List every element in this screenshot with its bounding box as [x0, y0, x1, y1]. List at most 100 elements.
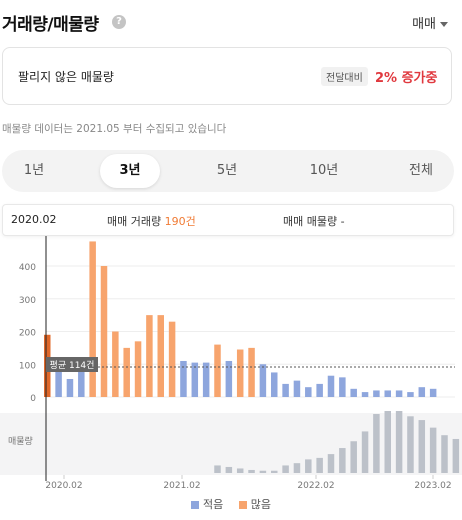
volume-bar[interactable] — [100, 266, 108, 397]
section-title: 거래량/매물량 — [2, 15, 99, 35]
listing-bar[interactable] — [452, 438, 460, 473]
volume-bar[interactable] — [395, 390, 403, 397]
tab-5y[interactable]: 5년 — [216, 163, 238, 178]
volume-bar[interactable] — [259, 364, 267, 397]
volume-label: 매매 거래량 — [107, 215, 162, 228]
listing-bar[interactable] — [248, 469, 255, 473]
chart-legend: 적음 많음 — [0, 496, 462, 512]
x-tick-label: 2022.02 — [297, 481, 334, 491]
volume-bar[interactable] — [316, 383, 323, 397]
selected-date: 2020.02 — [11, 213, 57, 226]
volume-bar[interactable] — [123, 347, 130, 397]
caret-down-icon — [440, 22, 448, 27]
listing-bar[interactable] — [327, 454, 335, 473]
listing-bar[interactable] — [395, 411, 403, 473]
tab-10y[interactable]: 10년 — [309, 163, 339, 178]
listing-bar[interactable] — [225, 466, 233, 473]
volume-bar[interactable] — [202, 362, 210, 397]
listing-value: - — [340, 215, 345, 228]
unsold-listings-card: 팔리지 않은 매물량 전달대비 2% 증가중 — [2, 47, 452, 105]
volume-bar[interactable] — [191, 362, 199, 397]
listing-bar[interactable] — [214, 465, 221, 473]
y-tick-label: 400 — [19, 263, 36, 273]
volume-bar[interactable] — [112, 331, 119, 398]
volume-bar[interactable] — [146, 315, 153, 397]
deal-type-value: 매매 — [412, 17, 436, 32]
average-badge — [46, 357, 98, 372]
volume-bar[interactable] — [339, 377, 346, 397]
volume-info: 매매 거래량 190건 — [107, 213, 196, 229]
listing-bar[interactable] — [259, 470, 267, 473]
volume-bar[interactable] — [157, 315, 165, 397]
selected-month-info: 2020.02 매매 거래량 190건 매매 매물량 - — [2, 204, 454, 236]
period-tabs: 1년 3년 5년 10년 전체 — [2, 150, 454, 192]
legend-low: 적음 — [191, 496, 223, 512]
legend-high: 많음 — [238, 496, 271, 512]
volume-listing-chart[interactable]: 매물량 0 100 200 300 400 2020.02 2021.02 2022.02 2… — [0, 236, 462, 494]
volume-bar[interactable] — [134, 341, 142, 397]
volume-bar[interactable] — [271, 372, 278, 397]
question-circle-icon[interactable]: ? — [112, 15, 126, 29]
listing-bar[interactable] — [418, 420, 426, 473]
volume-bar[interactable] — [361, 392, 369, 397]
volume-bar[interactable] — [418, 387, 426, 397]
legend-high-swatch — [238, 501, 247, 509]
volume-bar[interactable] — [55, 362, 62, 397]
volume-bar[interactable] — [293, 380, 301, 397]
change-value: 2% 증가중 — [375, 71, 438, 86]
listing-bar[interactable] — [305, 459, 312, 473]
listing-bar[interactable] — [441, 435, 448, 473]
unsold-listings-label: 팔리지 않은 매물량 — [18, 70, 114, 84]
listing-bar[interactable] — [407, 416, 414, 473]
legend-high-label: 많음 — [250, 498, 271, 511]
compare-badge: 전달대비 — [321, 67, 368, 86]
listing-axis-label: 매물량 — [8, 435, 33, 447]
volume-bar[interactable] — [305, 387, 312, 397]
volume-bar[interactable] — [384, 390, 392, 397]
x-tick-label: 2020.02 — [45, 481, 82, 491]
volume-bar[interactable] — [180, 360, 187, 397]
x-tick-label: 2023.02 — [414, 481, 451, 491]
volume-bar[interactable] — [66, 378, 74, 397]
volume-bar[interactable] — [236, 349, 244, 397]
volume-bar[interactable] — [168, 321, 176, 397]
y-tick-label: 200 — [19, 329, 36, 339]
volume-bar[interactable] — [373, 390, 380, 397]
legend-low-label: 적음 — [203, 498, 224, 511]
listing-label: 매매 매물량 — [283, 215, 338, 228]
volume-bar[interactable] — [78, 360, 85, 397]
listing-bar[interactable] — [429, 427, 437, 473]
data-notice: 매물량 데이터는 2021.05 부터 수집되고 있습니다 — [2, 123, 227, 135]
tab-all[interactable]: 전체 — [409, 163, 433, 178]
listing-bar[interactable] — [316, 457, 323, 473]
listing-bar[interactable] — [361, 431, 369, 473]
y-tick-label: 100 — [19, 361, 36, 371]
volume-bar[interactable] — [429, 388, 437, 397]
volume-bar[interactable] — [407, 392, 414, 397]
listing-bar[interactable] — [271, 470, 278, 473]
listing-info: 매매 매물량 - — [283, 213, 345, 229]
listing-bar[interactable] — [282, 465, 289, 473]
average-label: 평균 114건 — [50, 360, 95, 371]
volume-bar[interactable] — [89, 241, 96, 397]
volume-bar[interactable] — [327, 375, 335, 397]
x-tick-label: 2021.02 — [163, 481, 200, 491]
tab-3y[interactable]: 3년 — [100, 154, 160, 188]
legend-low-swatch — [191, 501, 199, 509]
volume-bar[interactable] — [225, 360, 233, 397]
volume-bar[interactable] — [214, 344, 221, 397]
volume-bar[interactable] — [350, 388, 357, 397]
deal-type-dropdown[interactable]: 매매 — [412, 13, 448, 32]
listing-bar[interactable] — [339, 448, 346, 473]
listing-bar[interactable] — [350, 441, 357, 473]
listing-bar[interactable] — [373, 414, 380, 473]
header: 거래량/매물량 ? 매매 — [0, 0, 462, 44]
listing-bar[interactable] — [293, 463, 301, 473]
y-tick-label: 0 — [30, 394, 36, 404]
volume-bar[interactable] — [282, 383, 289, 397]
volume-bar[interactable] — [248, 347, 255, 397]
listing-bar[interactable] — [384, 411, 392, 473]
listing-bar[interactable] — [236, 468, 244, 473]
tab-1y[interactable]: 1년 — [23, 163, 45, 178]
volume-value: 190건 — [164, 215, 196, 228]
